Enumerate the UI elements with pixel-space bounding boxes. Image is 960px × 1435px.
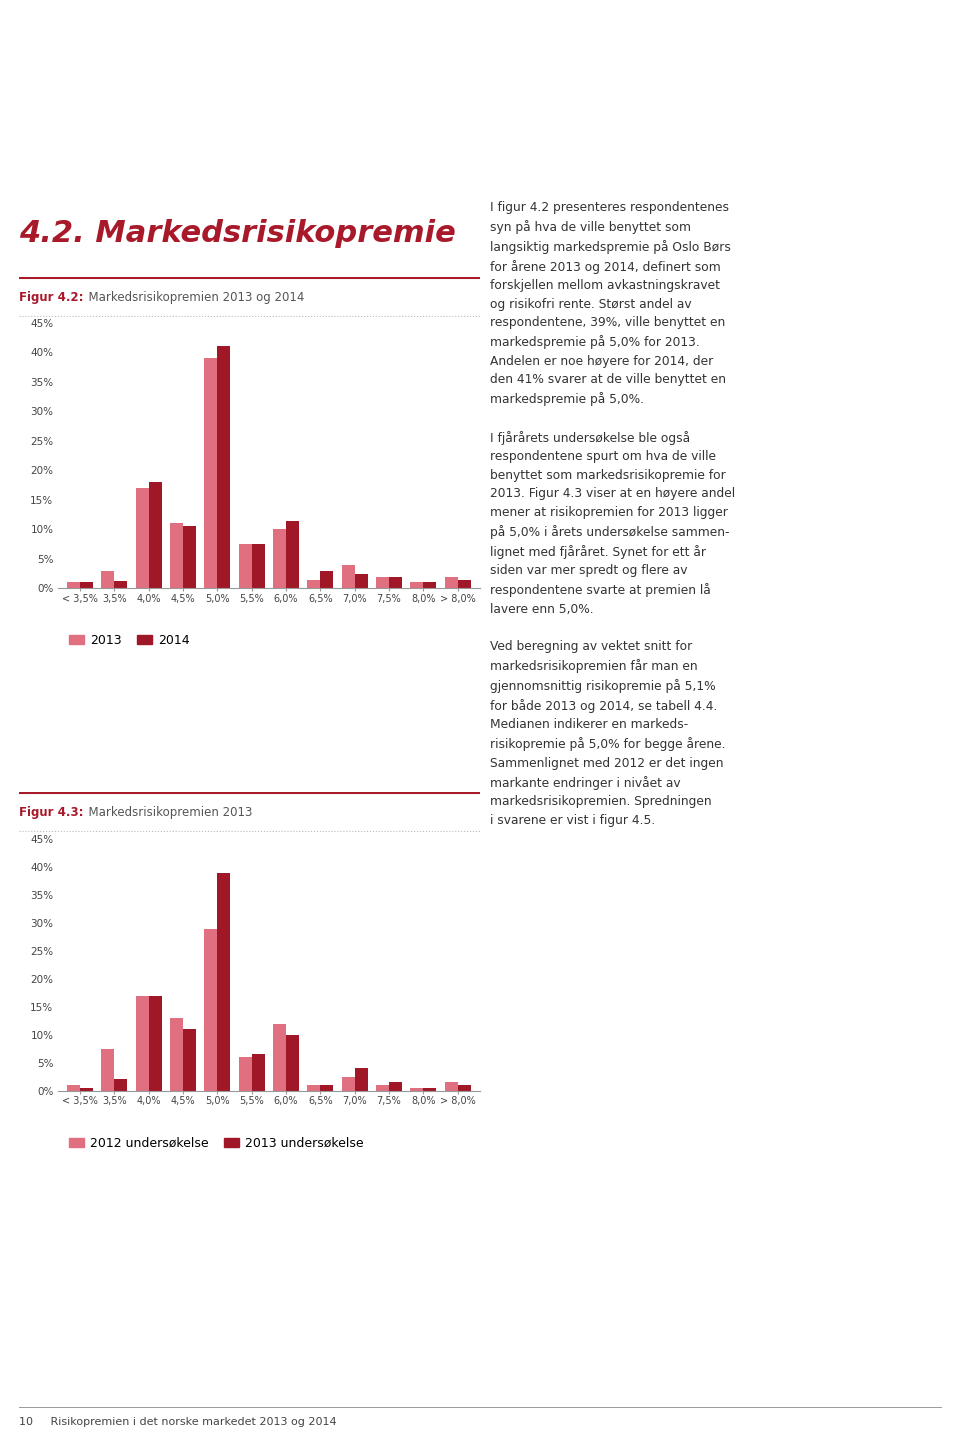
Bar	[273, 530, 286, 588]
Bar	[286, 521, 299, 588]
Bar	[114, 1079, 128, 1091]
Bar	[410, 583, 423, 588]
Bar	[80, 1088, 93, 1091]
Text: Markedsrisikopremien 2013: Markedsrisikopremien 2013	[82, 805, 252, 819]
Bar	[170, 524, 183, 588]
Text: I figur 4.2 presenteres respondentenes
syn på hva de ville benyttet som
langsikt: I figur 4.2 presenteres respondentenes s…	[490, 201, 734, 827]
Bar	[183, 527, 196, 588]
Legend: 2013, 2014: 2013, 2014	[64, 629, 195, 651]
Text: en markedspremie på: en markedspremie på	[550, 76, 856, 105]
Legend: 2012 undersøkelse, 2013 undersøkelse: 2012 undersøkelse, 2013 undersøkelse	[64, 1132, 369, 1155]
Bar	[354, 1068, 368, 1091]
Bar	[67, 583, 80, 588]
Text: 4.2. Markedsrisikopremie: 4.2. Markedsrisikopremie	[19, 218, 456, 248]
Bar	[204, 928, 217, 1091]
Bar	[444, 1082, 458, 1091]
Bar	[239, 1058, 252, 1091]
Text: ville benyttet: ville benyttet	[713, 20, 893, 44]
Bar	[67, 1085, 80, 1091]
Bar	[354, 574, 368, 588]
Bar	[217, 872, 230, 1091]
Text: Figur 4.2:: Figur 4.2:	[19, 290, 84, 304]
Bar	[458, 580, 470, 588]
Bar	[376, 1085, 389, 1091]
Bar	[458, 1085, 470, 1091]
Bar	[321, 1085, 333, 1091]
Bar	[321, 571, 333, 588]
Text: 41%: 41%	[477, 20, 623, 79]
Bar	[217, 346, 230, 588]
Text: Markedsrisikopremien 2013 og 2014: Markedsrisikopremien 2013 og 2014	[82, 290, 304, 304]
Bar	[101, 1049, 114, 1091]
Bar	[252, 1055, 265, 1091]
Text: for 2014: for 2014	[662, 156, 780, 181]
Bar	[149, 482, 161, 588]
Bar	[444, 577, 458, 588]
Bar	[135, 996, 149, 1091]
Bar	[80, 583, 93, 588]
Bar	[423, 583, 437, 588]
Bar	[183, 1029, 196, 1091]
Bar	[342, 1076, 354, 1091]
Bar	[389, 1082, 402, 1091]
Bar	[286, 1035, 299, 1091]
Bar	[389, 577, 402, 588]
Bar	[149, 996, 161, 1091]
Bar	[410, 1088, 423, 1091]
Bar	[170, 1017, 183, 1091]
Text: 5%: 5%	[477, 122, 581, 181]
Bar	[376, 577, 389, 588]
Bar	[342, 565, 354, 588]
Bar	[307, 580, 321, 588]
Text: Figur 4.3:: Figur 4.3:	[19, 805, 84, 819]
Bar	[114, 581, 128, 588]
Bar	[307, 1085, 321, 1091]
Bar	[204, 359, 217, 588]
Bar	[101, 571, 114, 588]
Text: 10     Risikopremien i det norske markedet 2013 og 2014: 10 Risikopremien i det norske markedet 2…	[19, 1418, 337, 1428]
Bar	[273, 1023, 286, 1091]
Bar	[239, 544, 252, 588]
Bar	[423, 1088, 437, 1091]
Bar	[252, 544, 265, 588]
Bar	[135, 488, 149, 588]
